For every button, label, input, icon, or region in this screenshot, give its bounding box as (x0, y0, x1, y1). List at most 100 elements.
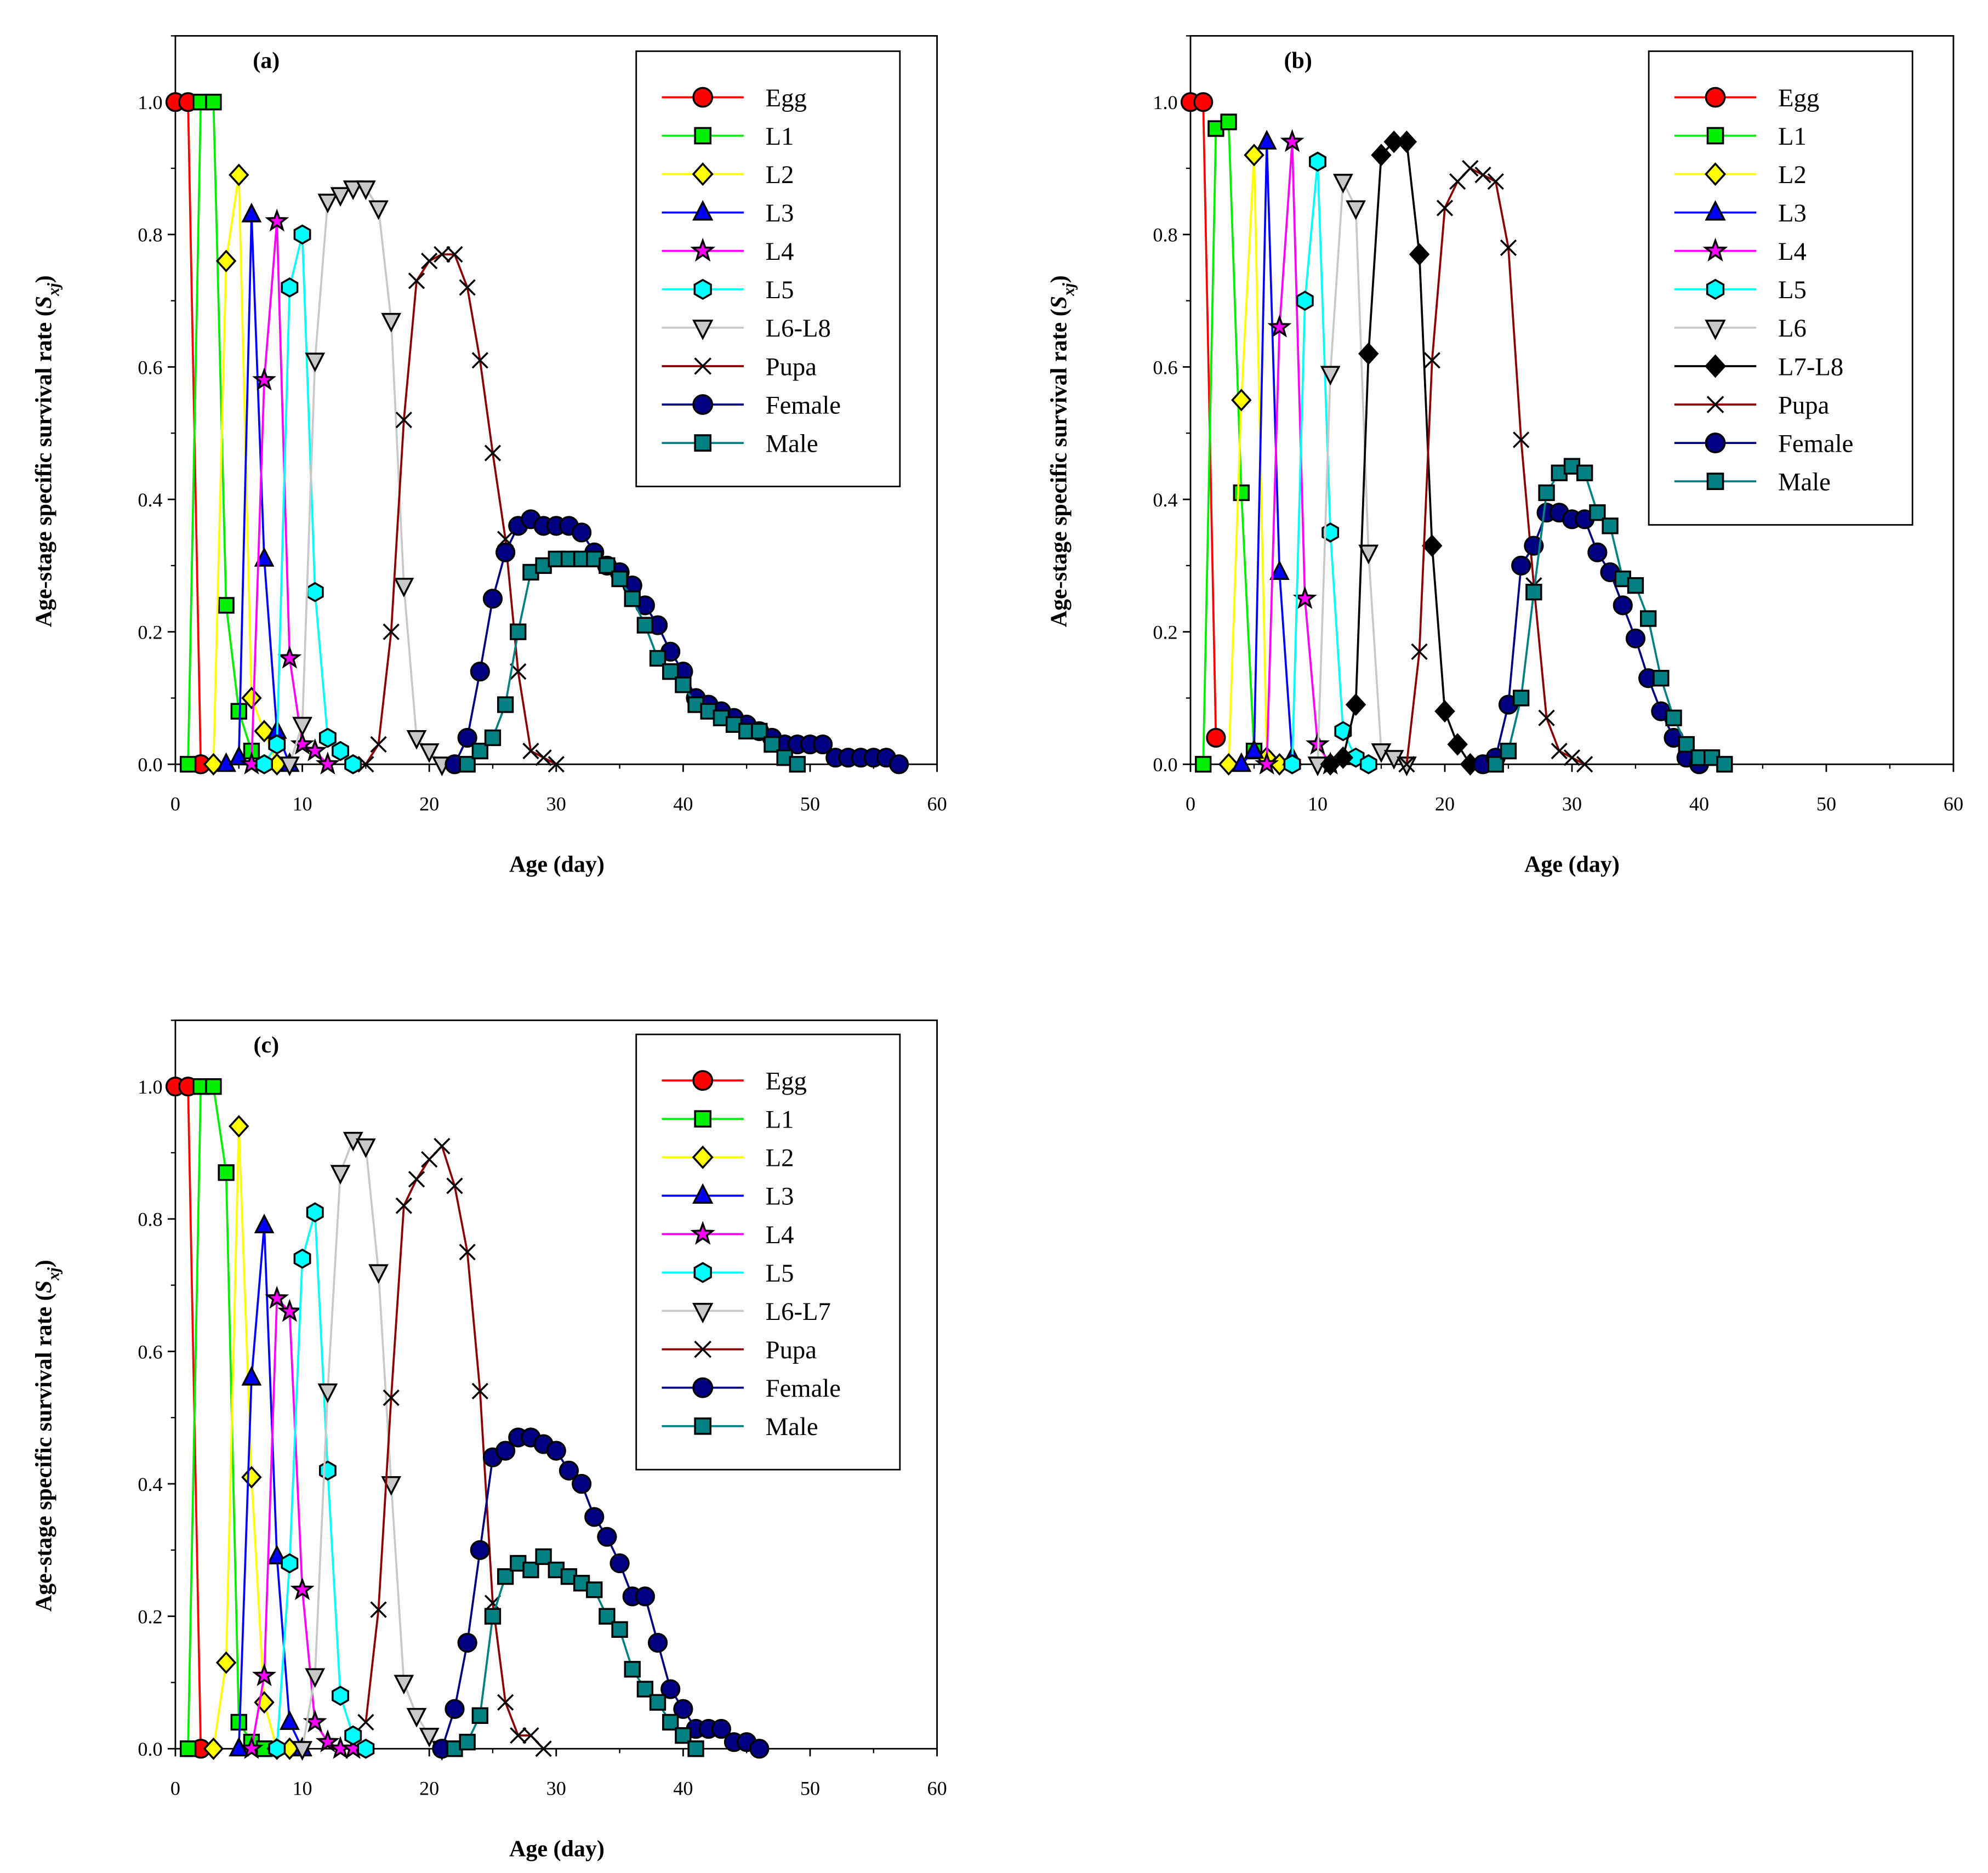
data-point (229, 1115, 249, 1138)
x-tick-label: 60 (927, 1777, 947, 1799)
legend-label: L1 (766, 1106, 794, 1134)
data-point (1231, 752, 1252, 772)
data-point (239, 1736, 264, 1760)
data-point (1640, 610, 1657, 627)
data-point (252, 367, 277, 391)
data-point (457, 727, 477, 748)
legend-item: L5 (662, 276, 794, 304)
y-tick-label: 0.2 (138, 622, 162, 644)
legend-item: Male (662, 1413, 818, 1441)
data-point (597, 1527, 617, 1547)
data-point (268, 1738, 286, 1759)
panel-label: (a) (253, 48, 280, 73)
data-point (368, 1264, 389, 1284)
legend-marker (692, 1183, 714, 1204)
data-point (548, 756, 565, 773)
y-tick-label: 0.2 (1153, 622, 1177, 644)
data-point (179, 756, 197, 773)
legend-label: Egg (766, 1067, 807, 1095)
data-point (252, 1663, 277, 1687)
data-point (749, 1739, 770, 1759)
data-point (277, 645, 302, 669)
data-point (647, 1632, 668, 1653)
data-point (1359, 754, 1377, 775)
data-point (571, 522, 592, 543)
data-point (660, 1679, 681, 1699)
data-point (383, 623, 400, 640)
x-tick-label: 10 (292, 793, 312, 815)
series-male (459, 550, 806, 773)
legend-item: L5 (1674, 276, 1807, 304)
data-point (203, 1737, 224, 1760)
legend-label: L3 (766, 199, 794, 227)
panel-c: 0 10 20 30 40 50 60 0.0 0.2 0.4 0.6 0.8 1.0 Age (day)… (31, 1019, 947, 1861)
data-point (711, 1718, 731, 1739)
data-point (649, 650, 667, 667)
legend-marker (692, 162, 714, 186)
data-point (1358, 544, 1379, 565)
series-l4 (239, 1285, 366, 1760)
legend-label: Pupa (766, 352, 817, 381)
data-point (1613, 595, 1633, 616)
series-male (446, 1548, 704, 1757)
legend-item: L2 (662, 1144, 794, 1172)
data-point (218, 1164, 235, 1181)
legend-item: Female (662, 391, 841, 419)
data-point (470, 1540, 490, 1560)
data-point (1206, 727, 1226, 748)
series-line (453, 518, 899, 765)
legend-label: L3 (766, 1182, 794, 1211)
data-point (255, 754, 273, 775)
data-point (1576, 756, 1593, 773)
data-point (1627, 577, 1644, 594)
data-point (254, 1691, 275, 1714)
data-point (355, 180, 376, 201)
legend-item: L3 (662, 199, 794, 227)
series-male (1487, 458, 1733, 773)
legend-box (1648, 50, 1913, 526)
legend-label: L4 (1778, 237, 1807, 266)
series-line (175, 1085, 202, 1749)
data-point (470, 662, 490, 682)
y-tick-label: 0.6 (1153, 356, 1177, 378)
series-l5 (1283, 151, 1377, 775)
data-point (535, 1548, 552, 1565)
data-point (1563, 749, 1581, 766)
x-tick-label: 20 (419, 793, 439, 815)
legend-item: L4 (662, 1221, 794, 1249)
legend-label: Male (1778, 468, 1831, 496)
data-point (317, 1383, 338, 1403)
data-point (1653, 670, 1670, 687)
data-point (280, 756, 300, 777)
data-point (277, 1299, 302, 1322)
legend-label: Egg (1778, 84, 1819, 112)
data-point (370, 1601, 387, 1618)
series-pupa (357, 246, 565, 773)
data-point (1538, 484, 1555, 502)
legend-label: L2 (766, 161, 794, 189)
x-tick-label: 0 (170, 793, 180, 815)
legend-marker (692, 1070, 714, 1091)
data-point (317, 193, 338, 214)
data-point (330, 1165, 351, 1185)
data-point (241, 202, 262, 223)
legend-marker (694, 1340, 712, 1358)
legend-item: L6 (1674, 314, 1807, 343)
legend-box (635, 1033, 901, 1471)
data-point (662, 663, 679, 680)
data-point (357, 756, 374, 773)
legend-marker (1706, 472, 1724, 490)
data-point (395, 411, 412, 429)
data-point (1500, 742, 1517, 760)
x-tick-label: 40 (673, 793, 693, 815)
data-point (332, 1686, 349, 1706)
x-tick-label: 20 (1435, 793, 1455, 815)
data-point (611, 1621, 628, 1638)
data-point (522, 1727, 539, 1744)
panel-b: 0 10 20 30 40 50 60 0.0 0.2 0.4 0.6 0.8 1.0 Age (day)… (1046, 35, 1963, 877)
data-point (434, 1137, 451, 1155)
data-point (751, 722, 768, 740)
y-tick-label: 0.4 (138, 1473, 162, 1495)
data-point (218, 597, 235, 614)
series-l4 (239, 208, 340, 775)
